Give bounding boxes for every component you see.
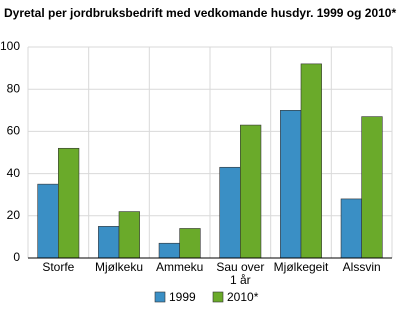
bar <box>361 116 383 259</box>
x-tick-label: Storfe <box>42 260 74 274</box>
y-tick-label: 60 <box>7 124 21 138</box>
bar <box>98 226 120 259</box>
y-tick-label: 80 <box>7 81 21 95</box>
chart-title: Dyretal per jordbruksbedrift med vedkoma… <box>4 6 396 20</box>
bar <box>179 228 201 259</box>
legend-label: 2010* <box>227 290 259 304</box>
y-tick-label: 20 <box>7 208 21 222</box>
bar <box>340 198 362 259</box>
legend-swatch <box>212 291 224 303</box>
y-tick-label: 40 <box>7 166 21 180</box>
x-tick-label: Mjølkeku <box>95 260 143 274</box>
x-tick-label: Ammeku <box>156 260 203 274</box>
bar <box>58 147 80 259</box>
bar <box>280 110 302 259</box>
bar <box>240 124 262 259</box>
legend-label: 1999 <box>169 290 196 304</box>
x-tick-label: Mjølkegeit <box>274 260 329 274</box>
y-tick-label: 100 <box>0 39 20 53</box>
bar <box>118 211 140 259</box>
bar <box>158 242 180 259</box>
x-tick-label: Sau over 1 år <box>216 260 264 287</box>
y-tick-label: 0 <box>13 250 20 264</box>
bar <box>37 183 59 259</box>
x-tick-label: Alssvin <box>343 260 381 274</box>
legend-swatch <box>154 291 166 303</box>
bar <box>300 63 322 259</box>
bar <box>219 166 241 259</box>
